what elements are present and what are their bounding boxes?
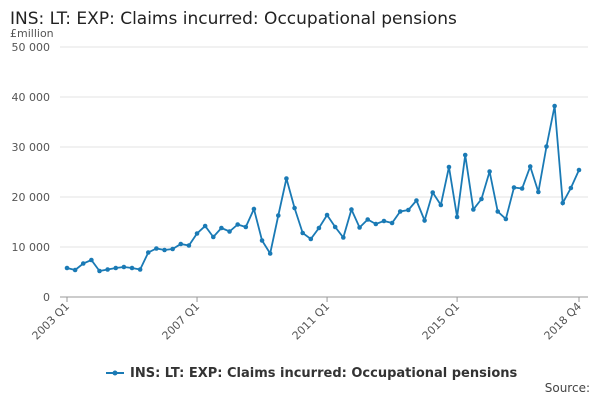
data-point: [527, 164, 533, 169]
data-point: [178, 241, 184, 247]
data-point: [414, 198, 419, 203]
data-point: [479, 196, 484, 202]
data-point: [316, 225, 322, 231]
data-point: [162, 247, 167, 253]
data-point: [284, 176, 289, 181]
chart-title: INS: LT: EXP: Claims incurred: Occupatio…: [10, 9, 457, 29]
data-point: [487, 169, 492, 174]
data-point: [373, 221, 379, 227]
data-point: [202, 223, 208, 229]
data-point: [503, 216, 509, 222]
data-point: [511, 185, 517, 190]
data-point: [80, 261, 86, 266]
data-point: [72, 267, 78, 273]
y-tick-label: 10 000: [12, 241, 51, 254]
data-point: [235, 222, 240, 227]
data-point: [219, 225, 224, 231]
data-point: [389, 220, 395, 226]
source: Source:: [545, 381, 590, 395]
data-point: [170, 246, 175, 252]
data-point: [186, 243, 192, 248]
data-point: [519, 186, 525, 191]
data-point: [324, 212, 330, 218]
legend-marker: [112, 370, 118, 376]
data-point: [113, 265, 119, 271]
data-point: [568, 185, 574, 191]
data-point: [194, 231, 200, 236]
data-point: [438, 202, 444, 208]
data-point: [210, 234, 216, 240]
data-point: [137, 267, 143, 272]
data-point: [259, 238, 265, 243]
data-point: [357, 225, 362, 230]
data-point: [300, 230, 305, 236]
data-point: [430, 190, 436, 195]
data-point: [576, 167, 582, 173]
data-point: [105, 267, 110, 272]
x-tick-label: 2007 Q1: [160, 300, 203, 343]
data-point: [536, 189, 541, 195]
data-point: [381, 218, 387, 224]
data-point: [64, 265, 70, 271]
x-tick-label: 2018 Q4: [542, 300, 585, 343]
data-point: [251, 206, 257, 212]
data-point: [121, 264, 127, 270]
data-point: [341, 235, 346, 240]
data-point: [462, 152, 468, 158]
legend-label: INS: LT: EXP: Claims incurred: Occupatio…: [130, 366, 518, 381]
y-tick-label: 30 000: [12, 141, 51, 154]
y-tick-label: 20 000: [12, 191, 51, 204]
data-point: [349, 207, 354, 212]
data-point: [129, 265, 135, 271]
data-point: [365, 217, 370, 222]
y-tick-label: 50 000: [12, 41, 51, 54]
data-point: [544, 144, 549, 149]
data-point: [267, 251, 273, 256]
series-line: [66, 105, 580, 272]
data-point: [406, 207, 411, 213]
data-point: [227, 229, 232, 234]
data-point: [154, 246, 159, 251]
data-point: [471, 207, 476, 212]
data-point: [422, 218, 427, 223]
data-point: [292, 205, 297, 211]
data-point: [332, 224, 338, 230]
data-point: [397, 209, 403, 214]
data-point: [243, 224, 249, 230]
data-point: [276, 213, 281, 218]
data-point: [495, 209, 501, 214]
x-tick-label: 2011 Q1: [290, 300, 333, 343]
data-point: [552, 103, 557, 109]
data-point: [97, 268, 102, 274]
y-tick-label: 0: [43, 291, 50, 304]
y-axis-label: £million: [10, 27, 54, 40]
data-point: [560, 200, 566, 206]
data-point: [454, 214, 460, 220]
x-tick-label: 2015 Q1: [420, 300, 463, 343]
data-point: [145, 250, 151, 255]
y-tick-label: 40 000: [12, 91, 51, 104]
data-point: [446, 164, 452, 170]
data-point: [89, 257, 94, 263]
data-point: [308, 236, 314, 242]
x-tick-label: 2003 Q1: [30, 300, 73, 343]
